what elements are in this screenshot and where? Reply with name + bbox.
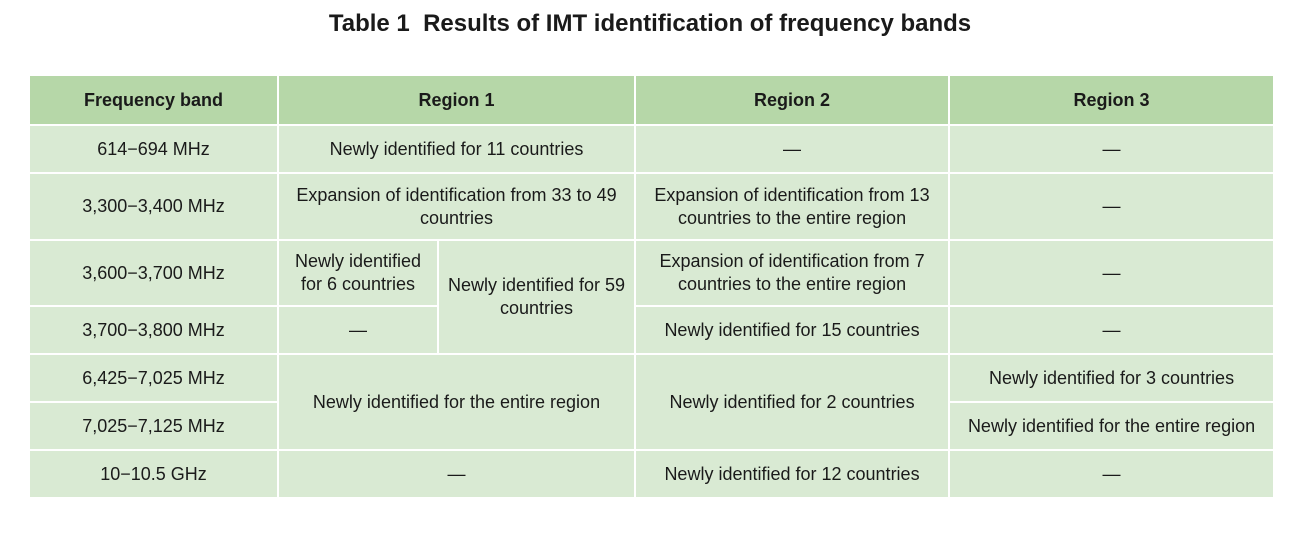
region1-cell: — [276, 449, 637, 499]
region1-merged-cell: Newly identified for 59 countries [436, 239, 637, 355]
region2-cell: Newly identified for 15 countries [634, 305, 951, 355]
band-cell: 6,425−7,025 MHz [28, 353, 279, 403]
region1-cell: Expansion of identification from 33 to 4… [276, 172, 637, 241]
table-row: 3,600−3,700 MHz Newly identified for 6 c… [28, 239, 1276, 355]
table-row: 3,300−3,400 MHz Expansion of identificat… [28, 172, 1276, 241]
table-row: 6,425−7,025 MHz Newly identified for the… [28, 353, 1276, 451]
table-header-row: Frequency band Region 1 Region 2 Region … [28, 74, 1276, 126]
region3-cell: — [948, 172, 1276, 241]
table-row: 10−10.5 GHz — Newly identified for 12 co… [28, 449, 1276, 499]
table-title: Table 1 Results of IMT identification of… [328, 10, 972, 37]
band-cell: 3,600−3,700 MHz [28, 239, 279, 307]
region1-cell: Newly identified for 11 countries [276, 124, 637, 174]
region2-merged-cell: Newly identified for 2 countries [634, 353, 951, 451]
table-row: 7,025−7,125 MHz Newly identified for the… [28, 401, 1276, 451]
region2-cell: — [634, 124, 951, 174]
region3-cell: — [948, 124, 1276, 174]
region2-cell: Expansion of identification from 13 coun… [634, 172, 951, 241]
region2-cell: Expansion of identification from 7 count… [634, 239, 951, 307]
frequency-bands-table: Frequency band Region 1 Region 2 Region … [28, 74, 1276, 499]
region1-merged-cell: Newly identified for the entire region [276, 353, 637, 451]
region3-cell: Newly identified for the entire region [948, 401, 1276, 451]
band-cell: 10−10.5 GHz [28, 449, 279, 499]
region1-subcell: — [277, 305, 439, 355]
region3-cell: — [948, 305, 1276, 355]
region3-cell: Newly identified for 3 countries [948, 353, 1276, 403]
table-row: 614−694 MHz Newly identified for 11 coun… [28, 124, 1276, 174]
band-cell: 7,025−7,125 MHz [28, 401, 279, 451]
region3-cell: — [948, 449, 1276, 499]
region3-cell: — [948, 239, 1276, 307]
band-cell: 3,300−3,400 MHz [28, 172, 279, 241]
header-frequency-band: Frequency band [28, 74, 279, 126]
table-row: 3,700−3,800 MHz — Newly identified for 1… [28, 305, 1276, 355]
region1-subcell: Newly identified for 6 countries [277, 239, 439, 307]
region2-cell: Newly identified for 12 countries [634, 449, 951, 499]
band-cell: 614−694 MHz [28, 124, 279, 174]
header-region-3: Region 3 [948, 74, 1276, 126]
band-cell: 3,700−3,800 MHz [28, 305, 279, 355]
header-region-1: Region 1 [276, 74, 637, 126]
header-region-2: Region 2 [634, 74, 951, 126]
